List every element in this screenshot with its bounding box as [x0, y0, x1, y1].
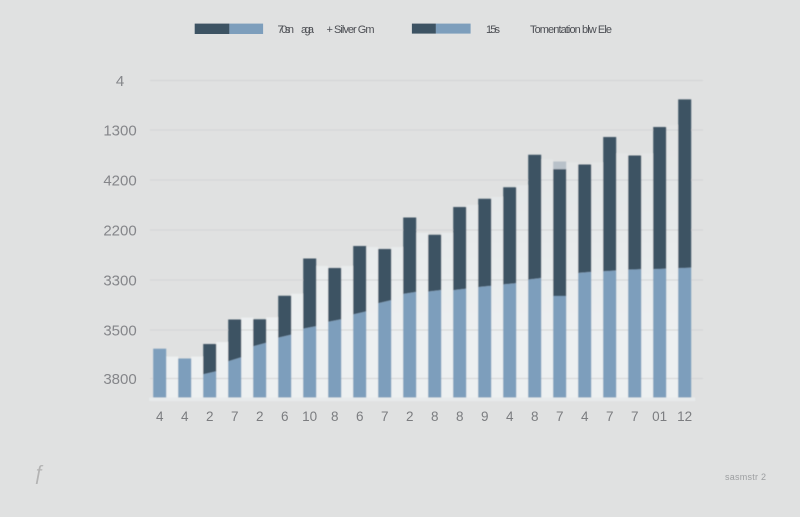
svg-text:7: 7: [631, 409, 639, 424]
svg-text:3300: 3300: [103, 272, 136, 289]
svg-text:70sn: 70sn: [278, 24, 295, 36]
svg-text:7: 7: [231, 409, 239, 424]
svg-text:4200: 4200: [103, 172, 136, 189]
svg-text:6: 6: [281, 409, 289, 424]
svg-text:10: 10: [302, 409, 317, 424]
svg-text:01: 01: [652, 409, 667, 424]
svg-text:7: 7: [606, 409, 614, 424]
svg-text:2200: 2200: [103, 222, 136, 239]
svg-text:8: 8: [431, 409, 439, 424]
svg-text:7: 7: [556, 409, 564, 424]
svg-text:4: 4: [116, 73, 124, 90]
svg-text:8: 8: [531, 409, 539, 424]
svg-text:3500: 3500: [103, 322, 136, 339]
svg-text:1300: 1300: [103, 122, 136, 139]
svg-text:7: 7: [381, 409, 389, 424]
svg-text:8: 8: [456, 409, 464, 424]
svg-text:9: 9: [481, 409, 489, 424]
svg-text:ƒ: ƒ: [33, 462, 44, 484]
svg-text:12: 12: [677, 409, 692, 424]
svg-text:6: 6: [356, 409, 364, 424]
svg-text:15s: 15s: [486, 24, 501, 36]
svg-text:4: 4: [506, 409, 514, 424]
svg-text:4: 4: [156, 409, 164, 424]
svg-text:4: 4: [581, 409, 589, 424]
svg-text:8: 8: [331, 409, 339, 424]
svg-text:2: 2: [256, 409, 264, 424]
svg-text:3800: 3800: [103, 371, 136, 388]
svg-text:2: 2: [206, 409, 214, 424]
svg-text:Tomentation blw Ele: Tomentation blw Ele: [530, 24, 612, 36]
svg-text:sasmstr 2: sasmstr 2: [725, 472, 766, 482]
svg-text:2: 2: [406, 409, 414, 424]
svg-text:+ Silver Gm: + Silver Gm: [327, 24, 375, 36]
svg-text:aga: aga: [301, 24, 315, 36]
svg-text:4: 4: [181, 409, 189, 424]
